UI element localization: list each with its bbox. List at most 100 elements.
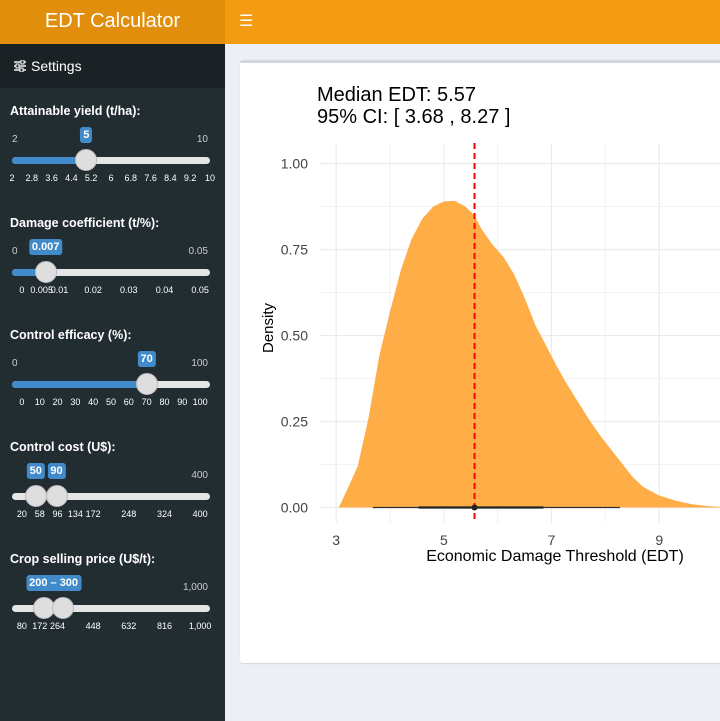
slider-value-low: 50 [26, 463, 45, 479]
x-axis-label: Economic Damage Threshold (EDT) [426, 548, 684, 565]
slider-range-value: 200 – 300 [26, 575, 82, 591]
y-tick-label: 1.00 [281, 156, 308, 172]
tick-label: 10 [34, 397, 45, 407]
slider-handle-low[interactable] [24, 485, 47, 507]
slider-track[interactable]: 0.007 [12, 239, 210, 283]
slider-ticks: 0 10 20 30 40 50 60 70 80 90 100 [12, 397, 210, 411]
tick-label: 400 [192, 509, 208, 519]
slider-handle-high[interactable] [45, 485, 68, 507]
tick-label: 632 [121, 621, 137, 631]
tick-label: 1,000 [188, 621, 212, 631]
slider-value: 0.007 [28, 239, 63, 255]
tick-label: 20 [16, 509, 27, 519]
tick-label: 448 [85, 621, 101, 631]
tick-label: 0.02 [84, 285, 102, 295]
slider-label: Crop selling price (U$/t): [10, 552, 156, 566]
tick-label: 0.01 [50, 285, 69, 295]
tick-label: 60 [123, 397, 134, 407]
chart-title: Median EDT: 5.57 [317, 84, 476, 106]
tick-label: 172 [32, 621, 48, 631]
x-tick-label: 3 [332, 532, 340, 548]
slider-handle[interactable] [135, 373, 158, 395]
y-axis-label: Density [260, 302, 277, 353]
x-tick-label: 5 [440, 532, 448, 548]
tick-label: 816 [156, 621, 172, 631]
chart-subtitle: 95% CI: [ 3.68 , 8.27 ] [317, 106, 510, 128]
attainable-yield-slider: Attainable yield (t/ha): 2 10 5 2 2.8 3.… [0, 104, 225, 216]
tick-label: 2 [9, 173, 15, 183]
slider-value-high: 90 [47, 463, 66, 479]
tick-label: 248 [121, 509, 137, 519]
tick-label: 2.8 [25, 173, 39, 183]
tick-label: 8.4 [164, 173, 177, 183]
tick-label: 172 [85, 509, 101, 519]
slider-handle-low[interactable] [32, 597, 55, 619]
tick-label: 4.4 [65, 173, 78, 183]
tick-label: 0.05 [191, 285, 209, 295]
slider-fill [12, 269, 46, 276]
slider-min: 2 [12, 134, 18, 145]
tick-label: 5.2 [84, 173, 98, 183]
density-area [338, 200, 720, 508]
crop-selling-price-slider: Crop selling price (U$/t): 1,000 200 – 3… [0, 552, 225, 664]
slider-handle[interactable] [34, 261, 57, 283]
slider-track[interactable]: 70 [12, 351, 210, 395]
tick-label: 0.04 [155, 285, 174, 295]
tick-label: 10 [204, 173, 216, 183]
slider-track[interactable]: 50 90 [12, 463, 210, 507]
slider-label: Damage coefficient (t/%): [10, 216, 160, 230]
slider-max: 1,000 [182, 582, 208, 593]
y-tick-label: 0.25 [281, 414, 308, 430]
tick-label: 20 [52, 397, 63, 407]
tick-label: 0 [19, 397, 25, 407]
control-cost-slider: Control cost (U$): 400 50 90 20 58 96 13… [0, 440, 225, 552]
slider-label: Control efficacy (%): [10, 328, 132, 342]
tick-label: 134 [67, 509, 83, 519]
tick-label: 9.2 [183, 173, 197, 183]
slider-track[interactable]: 200 – 300 [12, 575, 210, 619]
tick-label: 70 [141, 397, 152, 407]
sidebar: Settings Attainable yield (t/ha): 2 10 5… [0, 44, 225, 721]
slider-fill [12, 381, 147, 388]
slider-value: 70 [137, 351, 156, 367]
tick-label: 7.6 [144, 173, 157, 183]
slider-max: 10 [196, 134, 208, 145]
plot-area: 0.00 0.25 0.50 0.75 1.00 3 5 7 9 [281, 143, 720, 548]
slider-min: 0 [12, 358, 18, 369]
slider-ticks: 2 2.8 3.6 4.4 5.2 6 6.8 7.6 8.4 9.2 10 [9, 173, 215, 187]
tick-label: 80 [16, 621, 27, 631]
damage-coefficient-slider: Damage coefficient (t/%): 0 0.05 0.007 0… [0, 216, 225, 328]
tick-label: 58 [34, 509, 45, 519]
tick-label: 96 [52, 509, 63, 519]
tick-label: 324 [156, 509, 172, 519]
slider-ticks: 0 0.005 0.01 0.02 0.03 0.04 0.05 [12, 285, 210, 299]
chart-box: 0.00 0.25 0.50 0.75 1.00 3 5 7 9 Median EDT: 5.5… [240, 60, 720, 663]
tick-label: 6.8 [124, 173, 138, 183]
tick-label: 80 [159, 397, 170, 407]
hamburger-icon[interactable]: ☰ [239, 13, 254, 30]
edt-density-chart: 0.00 0.25 0.50 0.75 1.00 3 5 7 9 Median EDT: 5.5… [260, 84, 720, 565]
tick-label: 0 [19, 285, 25, 295]
median-point [471, 504, 478, 511]
slider-label: Control cost (U$): [10, 440, 116, 454]
tick-label: 264 [50, 621, 66, 631]
slider-ticks: 80 172 264 448 632 816 1,000 [12, 621, 212, 635]
slider-ticks: 20 58 96 134 172 248 324 400 [12, 509, 210, 523]
sliders-icon [14, 60, 26, 72]
x-tick-label: 9 [655, 532, 663, 548]
slider-max: 0.05 [188, 246, 208, 257]
slider-track[interactable]: 5 [12, 127, 210, 171]
slider-handle-high[interactable] [52, 597, 75, 619]
slider-min: 0 [12, 246, 18, 257]
settings-menu-item[interactable]: Settings [0, 44, 225, 88]
slider-handle[interactable] [75, 149, 98, 171]
y-tick-label: 0.50 [281, 328, 308, 344]
tick-label: 50 [105, 397, 117, 407]
tick-label: 0.03 [120, 285, 138, 295]
tick-label: 30 [70, 397, 81, 407]
tick-label: 6 [108, 173, 114, 183]
tick-label: 90 [177, 397, 188, 407]
tick-label: 0.005 [30, 285, 53, 295]
slider-value: 5 [80, 127, 93, 143]
tick-label: 100 [192, 397, 208, 407]
